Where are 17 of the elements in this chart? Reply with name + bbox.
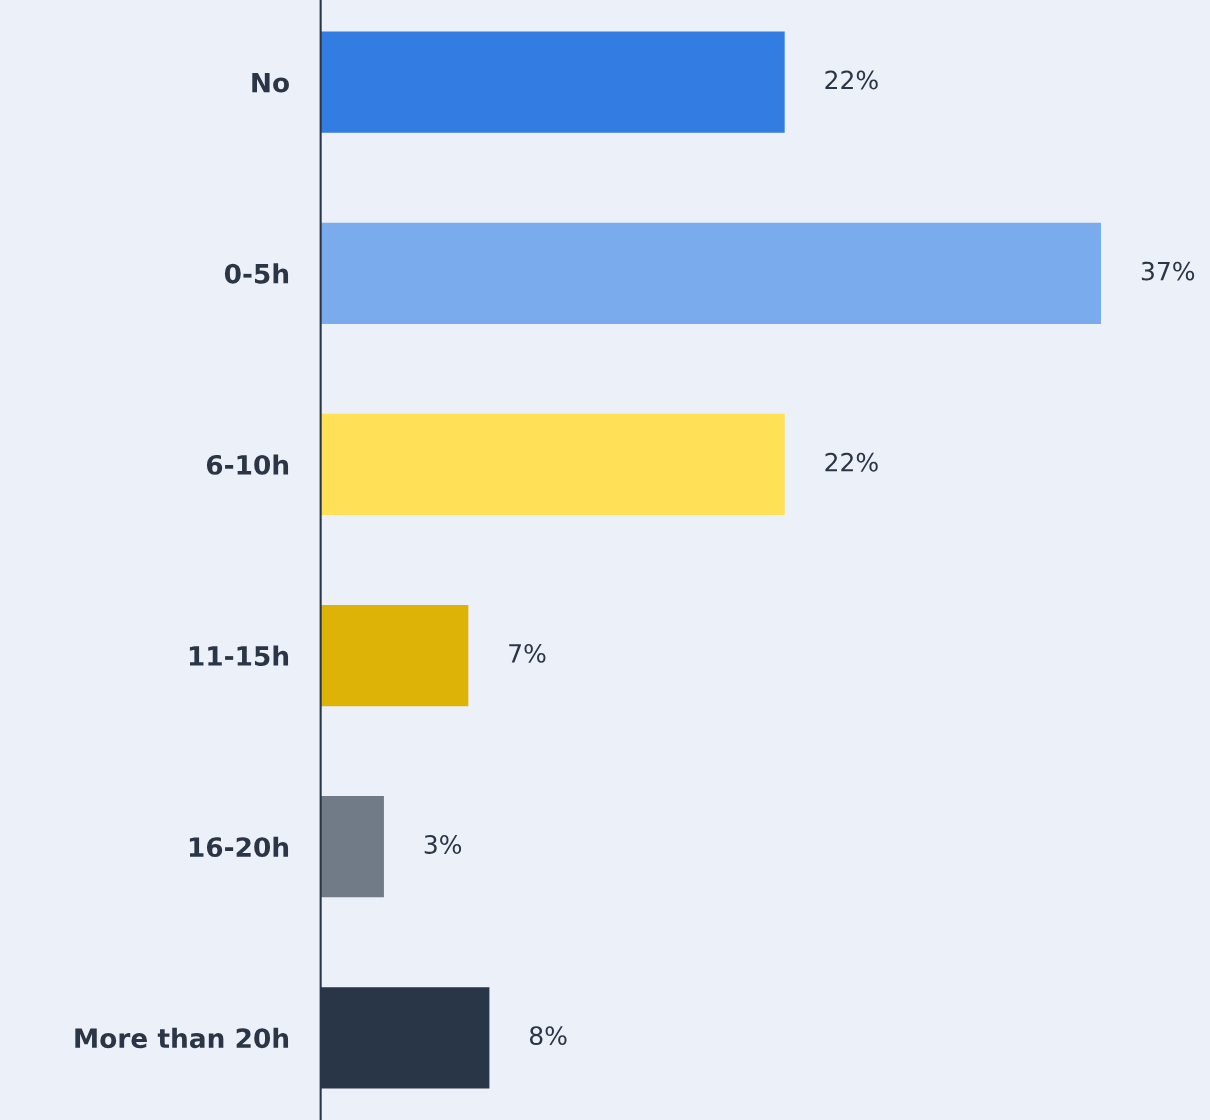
data-label: 22%: [825, 452, 878, 472]
bar: [320, 222, 1102, 324]
data-label: 3%: [424, 835, 462, 854]
y-tick-label: 0-5h: [224, 263, 289, 284]
data-label: 7%: [509, 643, 546, 663]
data-label: 8%: [529, 1026, 567, 1046]
y-tick-label: 6-10h: [206, 454, 289, 475]
y-tick-label: 11-15h: [189, 645, 289, 666]
data-label: 37%: [1141, 261, 1195, 281]
y-tick-label: No: [252, 72, 289, 93]
bar: [320, 413, 785, 516]
data-label: 22%: [825, 70, 878, 90]
y-tick-label: More than 20h: [75, 1027, 289, 1049]
bar: [320, 31, 785, 133]
bar: [320, 604, 469, 707]
y-tick-label: 16-20h: [189, 836, 289, 858]
bar: [320, 796, 384, 898]
